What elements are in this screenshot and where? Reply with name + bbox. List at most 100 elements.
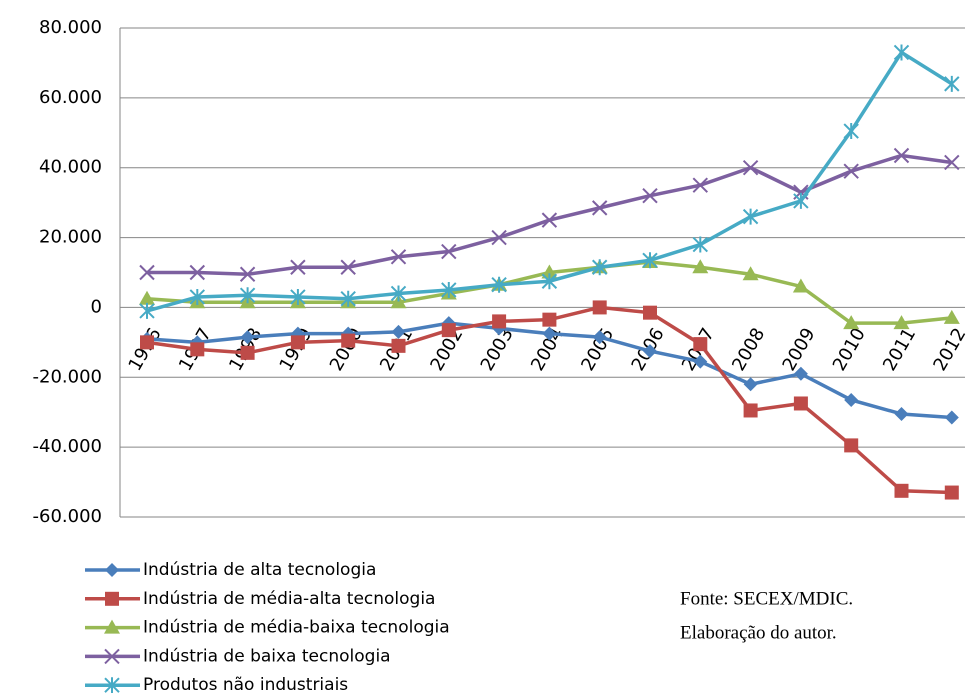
y-tick-label: -60.000 [33,506,102,527]
point-marker [104,677,120,693]
y-tick-label: 80.000 [39,17,102,38]
marker-shape [441,243,457,260]
marker-shape [642,187,658,204]
point-marker [643,344,657,359]
marker-shape [541,264,558,279]
marker-shape [743,403,758,418]
marker-shape [692,259,709,274]
marker-shape [844,438,859,453]
point-marker [139,264,155,281]
x-tick-label: 2012 [929,325,966,375]
marker-shape [642,252,658,269]
legend-label: Indústria de média-baixa tecnologia [143,618,450,638]
point-marker [943,309,960,324]
marker-shape [944,75,960,92]
marker-shape [341,333,356,348]
point-marker [104,648,120,665]
marker-shape [843,123,859,140]
x-tick-label: 1996 [125,325,166,375]
point-marker [105,563,119,577]
point-marker [743,403,758,418]
point-marker [793,366,808,381]
marker-shape [390,285,407,302]
marker-shape [541,273,558,290]
point-marker [139,290,155,305]
point-marker [104,619,120,634]
marker-shape [104,677,120,693]
marker-shape [491,229,507,246]
point-marker [944,75,960,92]
point-marker [491,276,507,293]
point-marker [843,123,859,140]
marker-shape [239,287,256,304]
point-marker [190,342,205,357]
marker-shape [542,326,557,341]
point-marker [240,345,255,360]
marker-shape [893,147,910,164]
legend-label: Indústria de baixa tecnologia [143,646,391,666]
y-tick-label: -40.000 [33,436,102,457]
marker-shape [793,366,808,381]
marker-shape [390,249,407,265]
point-marker [390,249,407,265]
point-marker [642,187,658,204]
point-marker [692,177,709,193]
point-marker [591,200,608,216]
marker-shape [592,330,607,345]
marker-shape [441,281,457,298]
marker-shape [893,44,910,61]
marker-shape [743,377,758,392]
x-tick-label: 2010 [829,325,870,375]
marker-shape [340,259,356,275]
marker-shape [693,337,708,352]
point-marker [894,483,909,498]
marker-shape [290,259,306,275]
marker-shape [893,315,910,330]
marker-shape [239,266,256,282]
point-marker [792,278,809,293]
point-marker [189,288,206,305]
point-marker [240,330,255,345]
legend-label: Indústria de média-alta tecnologia [143,589,435,609]
marker-shape [843,315,860,330]
point-marker [592,330,607,345]
point-marker [290,259,306,275]
legend-label: Indústria de alta tecnologia [143,560,376,580]
point-marker [542,326,557,341]
marker-shape [643,305,657,320]
marker-shape [844,392,859,407]
marker-shape [943,309,960,324]
marker-shape [693,354,708,369]
point-marker [491,229,507,246]
marker-shape [139,290,155,305]
marker-shape [240,345,255,360]
marker-shape [189,288,206,305]
y-tick-label: 20.000 [39,227,102,248]
point-marker [239,287,256,304]
point-marker [944,485,959,500]
marker-shape [944,410,959,425]
point-marker [492,314,507,329]
point-marker [894,406,909,421]
marker-shape [189,264,206,281]
marker-shape [491,276,507,293]
marker-shape [290,335,305,350]
source-note: Fonte: SECEX/MDIC. [680,588,853,609]
point-marker [391,338,406,353]
point-marker [541,264,558,279]
marker-shape [944,485,959,500]
point-marker [742,266,759,281]
marker-shape [591,200,608,216]
point-marker [944,410,959,425]
point-marker [441,323,456,338]
marker-shape [290,288,306,305]
point-marker [441,243,457,260]
marker-shape [793,396,808,411]
marker-shape [742,160,759,176]
marker-shape [894,406,909,421]
point-marker [743,377,758,392]
point-marker [105,591,119,606]
point-marker [742,160,759,176]
point-marker [944,154,960,171]
